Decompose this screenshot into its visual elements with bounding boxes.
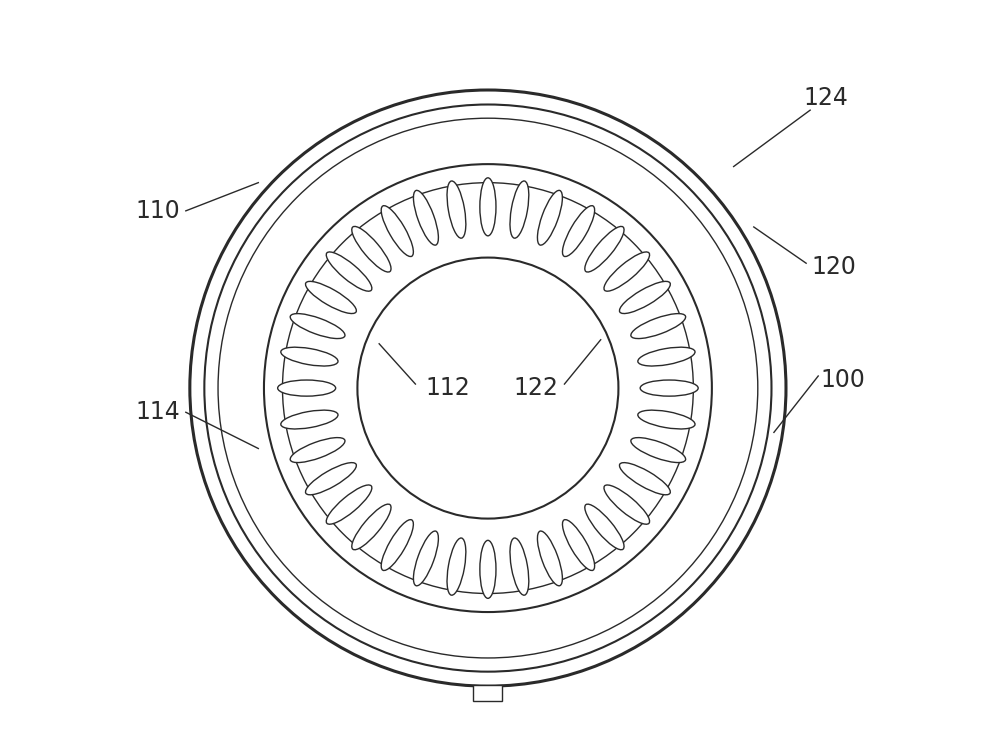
Ellipse shape (562, 205, 595, 256)
Ellipse shape (510, 181, 529, 238)
Ellipse shape (290, 438, 345, 462)
Ellipse shape (585, 504, 624, 550)
Ellipse shape (537, 190, 562, 245)
Ellipse shape (631, 438, 686, 462)
Ellipse shape (480, 541, 496, 599)
Ellipse shape (619, 281, 670, 314)
Ellipse shape (305, 462, 356, 495)
Text: 120: 120 (812, 255, 857, 279)
Ellipse shape (447, 538, 466, 595)
Ellipse shape (631, 314, 686, 338)
Ellipse shape (480, 177, 496, 236)
Ellipse shape (447, 181, 466, 238)
Ellipse shape (381, 205, 413, 256)
Text: 114: 114 (135, 400, 180, 424)
Ellipse shape (604, 485, 650, 524)
Text: 100: 100 (820, 368, 865, 392)
Ellipse shape (281, 410, 338, 429)
Ellipse shape (413, 190, 438, 245)
Ellipse shape (413, 531, 438, 586)
Ellipse shape (281, 347, 338, 366)
Ellipse shape (352, 226, 391, 272)
Ellipse shape (640, 380, 698, 396)
Text: 112: 112 (425, 376, 470, 400)
Text: 124: 124 (804, 86, 849, 110)
Ellipse shape (352, 504, 391, 550)
Ellipse shape (278, 380, 336, 396)
Ellipse shape (638, 410, 695, 429)
Bar (473, 684, 502, 701)
Ellipse shape (305, 281, 356, 314)
Ellipse shape (537, 531, 562, 586)
Ellipse shape (585, 226, 624, 272)
Ellipse shape (510, 538, 529, 595)
Ellipse shape (619, 462, 670, 495)
Ellipse shape (638, 347, 695, 366)
Ellipse shape (562, 520, 595, 571)
Ellipse shape (604, 252, 650, 291)
Ellipse shape (326, 252, 372, 291)
Text: 110: 110 (135, 199, 180, 223)
Text: 122: 122 (514, 376, 559, 400)
Ellipse shape (381, 520, 413, 571)
Ellipse shape (290, 314, 345, 338)
Ellipse shape (326, 485, 372, 524)
